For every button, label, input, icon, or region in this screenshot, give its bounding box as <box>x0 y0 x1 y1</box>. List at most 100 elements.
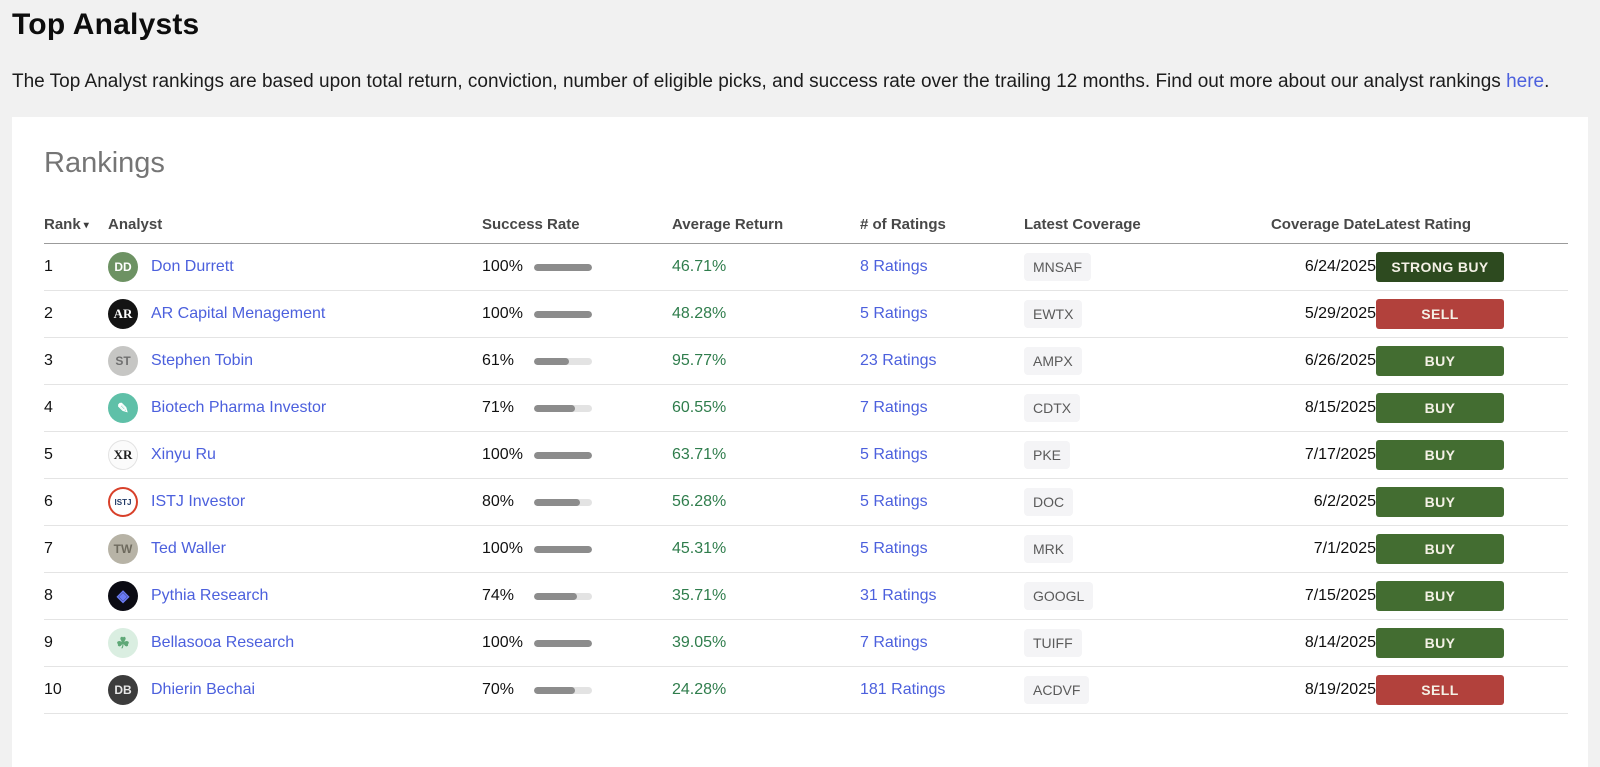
ratings-link[interactable]: 7 Ratings <box>860 634 928 651</box>
rankings-heading: Rankings <box>44 147 165 179</box>
average-return-value: 95.77% <box>672 337 860 385</box>
analyst-link[interactable]: Biotech Pharma Investor <box>151 399 327 416</box>
ticker-badge[interactable]: AMPX <box>1024 347 1082 375</box>
ratings-link[interactable]: 7 Ratings <box>860 399 928 416</box>
success-rate-bar <box>534 592 592 600</box>
ticker-badge[interactable]: DOC <box>1024 488 1074 516</box>
analyst-avatar[interactable]: ISTJ <box>108 487 138 517</box>
success-rate-bar <box>534 310 592 318</box>
coverage-date-value: 7/15/2025 <box>1242 572 1376 620</box>
ticker-badge[interactable]: ACDVF <box>1024 676 1090 704</box>
coverage-date-value: 7/1/2025 <box>1242 525 1376 573</box>
rank-value: 5 <box>44 431 108 479</box>
analyst-avatar[interactable]: AR <box>108 299 138 329</box>
ticker-badge[interactable]: CDTX <box>1024 394 1081 422</box>
header-analyst[interactable]: Analyst <box>108 216 482 244</box>
rank-value: 1 <box>44 243 108 291</box>
rating-badge[interactable]: BUY <box>1376 628 1504 658</box>
ratings-link[interactable]: 181 Ratings <box>860 681 946 698</box>
average-return-value: 60.55% <box>672 384 860 432</box>
average-return-value: 63.71% <box>672 431 860 479</box>
analyst-cell: ISTJ ISTJ Investor <box>108 487 482 517</box>
coverage-date-value: 7/17/2025 <box>1242 431 1376 479</box>
ratings-link[interactable]: 5 Ratings <box>860 493 928 510</box>
sort-desc-icon: ▾ <box>83 220 89 231</box>
header-rank[interactable]: Rank ▾ <box>44 216 108 244</box>
analyst-link[interactable]: ISTJ Investor <box>151 493 246 510</box>
success-rate-cell: 100% <box>482 258 592 276</box>
analyst-link[interactable]: Don Durrett <box>151 258 234 275</box>
analyst-link[interactable]: Dhierin Bechai <box>151 681 256 698</box>
ratings-link[interactable]: 23 Ratings <box>860 352 937 369</box>
ratings-link[interactable]: 31 Ratings <box>860 587 937 604</box>
analyst-avatar[interactable]: ST <box>108 346 138 376</box>
average-return-value: 56.28% <box>672 478 860 526</box>
ticker-badge[interactable]: PKE <box>1024 441 1071 469</box>
rank-value: 4 <box>44 384 108 432</box>
analyst-link[interactable]: Stephen Tobin <box>151 352 254 369</box>
success-rate-bar-fill <box>534 592 577 600</box>
ticker-badge[interactable]: EWTX <box>1024 300 1083 328</box>
analyst-cell: DB Dhierin Bechai <box>108 675 482 705</box>
rating-badge[interactable]: BUY <box>1376 487 1504 517</box>
ratings-link[interactable]: 5 Ratings <box>860 540 928 557</box>
success-rate-value: 100% <box>482 634 523 651</box>
ratings-link[interactable]: 8 Ratings <box>860 258 928 275</box>
header-latest-coverage[interactable]: Latest Coverage <box>1024 216 1242 244</box>
analyst-link[interactable]: Xinyu Ru <box>151 446 216 463</box>
coverage-date-value: 8/14/2025 <box>1242 619 1376 667</box>
table-header-row: Rank ▾ Analyst Success Rate Average Retur… <box>44 216 1568 244</box>
analyst-link[interactable]: AR Capital Menagement <box>151 305 326 322</box>
success-rate-bar <box>534 451 592 459</box>
rating-badge[interactable]: STRONG BUY <box>1376 252 1504 282</box>
here-link[interactable]: here <box>1506 71 1545 92</box>
rating-badge[interactable]: BUY <box>1376 346 1504 376</box>
success-rate-cell: 100% <box>482 634 592 652</box>
page-description: The Top Analyst rankings are based upon … <box>12 64 1568 100</box>
coverage-date-value: 6/2/2025 <box>1242 478 1376 526</box>
ticker-badge[interactable]: TUIFF <box>1024 629 1082 657</box>
analyst-avatar[interactable]: TW <box>108 534 138 564</box>
analyst-link[interactable]: Bellasooa Research <box>151 634 295 651</box>
analyst-avatar[interactable]: ☘ <box>108 628 138 658</box>
table-row: 6 ISTJ ISTJ Investor 80% 56.28% 5 Rating… <box>44 478 1568 526</box>
table-row: 3 ST Stephen Tobin 61% 95.77% 23 Ratings… <box>44 337 1568 385</box>
analyst-cell: ☘ Bellasooa Research <box>108 628 482 658</box>
rank-value: 8 <box>44 572 108 620</box>
table-row: 10 DB Dhierin Bechai 70% 24.28% 181 Rati… <box>44 666 1568 714</box>
rating-badge[interactable]: BUY <box>1376 534 1504 564</box>
analyst-link[interactable]: Pythia Research <box>151 587 269 604</box>
analyst-avatar[interactable]: ✎ <box>108 393 138 423</box>
rank-value: 3 <box>44 337 108 385</box>
ticker-badge[interactable]: MNSAF <box>1024 253 1091 281</box>
table-row: 1 DD Don Durrett 100% 46.71% 8 Ratings M… <box>44 243 1568 291</box>
rating-badge[interactable]: BUY <box>1376 393 1504 423</box>
header-rank-label: Rank <box>44 216 81 233</box>
rating-badge[interactable]: BUY <box>1376 581 1504 611</box>
ratings-link[interactable]: 5 Ratings <box>860 305 928 322</box>
analyst-avatar[interactable]: DB <box>108 675 138 705</box>
analyst-link[interactable]: Ted Waller <box>151 540 226 557</box>
header-latest-rating[interactable]: Latest Rating <box>1376 216 1568 244</box>
header-average-return[interactable]: Average Return <box>672 216 860 244</box>
ratings-link[interactable]: 5 Ratings <box>860 446 928 463</box>
success-rate-bar-fill <box>534 263 592 271</box>
analyst-avatar[interactable]: XR <box>108 440 138 470</box>
success-rate-bar-fill <box>534 498 581 506</box>
success-rate-cell: 100% <box>482 305 592 323</box>
header-num-ratings[interactable]: # of Ratings <box>860 216 1024 244</box>
success-rate-value: 100% <box>482 258 523 275</box>
analyst-cell: ✎ Biotech Pharma Investor <box>108 393 482 423</box>
ticker-badge[interactable]: MRK <box>1024 535 1074 563</box>
analyst-avatar[interactable]: ◈ <box>108 581 138 611</box>
analyst-cell: DD Don Durrett <box>108 252 482 282</box>
header-success-rate[interactable]: Success Rate <box>482 216 672 244</box>
analyst-avatar[interactable]: DD <box>108 252 138 282</box>
success-rate-cell: 70% <box>482 681 592 699</box>
header-coverage-date[interactable]: Coverage Date <box>1242 216 1376 244</box>
rating-badge[interactable]: SELL <box>1376 299 1504 329</box>
table-row: 5 XR Xinyu Ru 100% 63.71% 5 Ratings PKE … <box>44 431 1568 479</box>
rating-badge[interactable]: BUY <box>1376 440 1504 470</box>
ticker-badge[interactable]: GOOGL <box>1024 582 1094 610</box>
rating-badge[interactable]: SELL <box>1376 675 1504 705</box>
